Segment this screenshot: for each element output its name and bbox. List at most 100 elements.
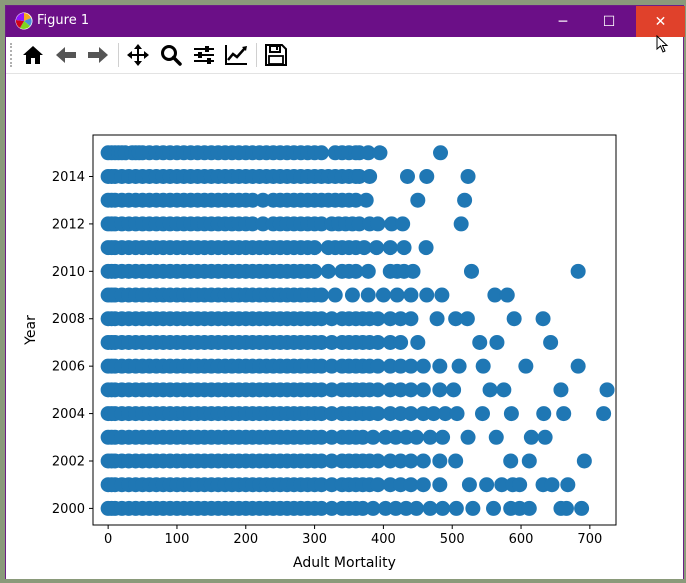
data-point (570, 263, 586, 279)
data-point (432, 358, 448, 374)
window-title: Figure 1 (37, 13, 90, 28)
y-tick-label: 2004 (52, 407, 85, 422)
pan-button[interactable] (124, 41, 152, 69)
data-point (356, 240, 372, 256)
y-tick-label: 2012 (52, 217, 85, 232)
scatter-chart: 0 100 200 300 400 500 600 700 2000 2002 2004 2006 20… (23, 134, 617, 571)
data-point (410, 192, 426, 208)
data-point (437, 406, 453, 422)
data-point (313, 429, 329, 445)
y-tick-label: 2010 (52, 265, 85, 280)
x-axis-label: Adult Mortality (293, 555, 396, 571)
data-point (403, 358, 419, 374)
data-point (560, 477, 576, 493)
minimize-icon: ─ (558, 13, 568, 30)
data-point (574, 500, 590, 516)
data-point (403, 311, 419, 327)
data-point (599, 382, 615, 398)
save-button[interactable] (262, 41, 290, 69)
data-point (403, 453, 419, 469)
data-point (448, 453, 464, 469)
data-point (324, 311, 340, 327)
y-tick-label: 2000 (52, 502, 85, 517)
data-point (487, 287, 503, 303)
data-point (433, 145, 449, 161)
data-point (355, 500, 371, 516)
zoom-icon (161, 45, 182, 66)
figure-canvas[interactable]: 0 100 200 300 400 500 600 700 2000 2002 2004 2006 20… (6, 74, 683, 579)
data-point (410, 334, 426, 350)
data-point (351, 216, 367, 232)
data-point (512, 477, 528, 493)
data-point (362, 168, 378, 184)
y-tick-label: 2014 (52, 170, 85, 185)
home-button[interactable] (19, 41, 47, 69)
close-button[interactable]: ✕ (636, 6, 685, 37)
data-point (393, 358, 409, 374)
data-point (396, 240, 412, 256)
mouse-cursor-icon (656, 35, 669, 53)
data-point (422, 429, 438, 445)
data-point (415, 477, 431, 493)
data-point (544, 477, 560, 493)
data-point (245, 216, 261, 232)
data-point (432, 453, 448, 469)
y-tick-label: 2008 (52, 312, 85, 327)
data-point (486, 500, 502, 516)
minimize-button[interactable]: ─ (540, 6, 586, 37)
forward-button[interactable] (84, 41, 112, 69)
x-tick-label: 600 (509, 532, 534, 547)
matplotlib-logo-icon (15, 12, 33, 30)
x-tick-label: 700 (577, 532, 602, 547)
data-point (313, 406, 329, 422)
data-point (479, 477, 495, 493)
data-point (382, 453, 398, 469)
data-point (596, 406, 612, 422)
configure-subplots-button[interactable] (190, 41, 218, 69)
data-point (503, 453, 519, 469)
back-button[interactable] (52, 41, 80, 69)
data-point (494, 477, 510, 493)
data-point (393, 406, 409, 422)
data-point (459, 311, 475, 327)
data-point (324, 334, 340, 350)
zoom-button[interactable] (157, 41, 185, 69)
data-point (351, 168, 367, 184)
data-point (393, 382, 409, 398)
arrow-left-icon (56, 47, 76, 63)
data-point (393, 334, 409, 350)
data-point (403, 287, 419, 303)
data-point (556, 406, 572, 422)
data-point (558, 500, 574, 516)
toolbar-grip[interactable] (10, 43, 15, 67)
data-point (460, 429, 476, 445)
data-point (499, 287, 515, 303)
data-point (415, 382, 431, 398)
data-point (463, 263, 479, 279)
data-point (370, 334, 386, 350)
data-point (313, 358, 329, 374)
y-tick-label: 2006 (52, 360, 85, 375)
data-point (489, 334, 505, 350)
data-point (403, 406, 419, 422)
data-point (415, 358, 431, 374)
data-point (460, 168, 476, 184)
data-point (465, 500, 481, 516)
data-point (435, 429, 451, 445)
data-point (360, 287, 376, 303)
data-point (398, 429, 414, 445)
data-point (320, 263, 336, 279)
data-point (432, 477, 448, 493)
data-point (370, 311, 386, 327)
data-point (313, 287, 329, 303)
maximize-button[interactable]: ☐ (586, 6, 632, 37)
navigation-toolbar (6, 37, 683, 74)
title-bar[interactable]: Figure 1 ─ ☐ ✕ (6, 6, 685, 37)
data-point (432, 382, 448, 398)
data-point (393, 311, 409, 327)
data-point (570, 358, 586, 374)
data-point (377, 500, 393, 516)
data-point (245, 192, 261, 208)
data-point (403, 477, 419, 493)
edit-axis-button[interactable] (222, 41, 250, 69)
